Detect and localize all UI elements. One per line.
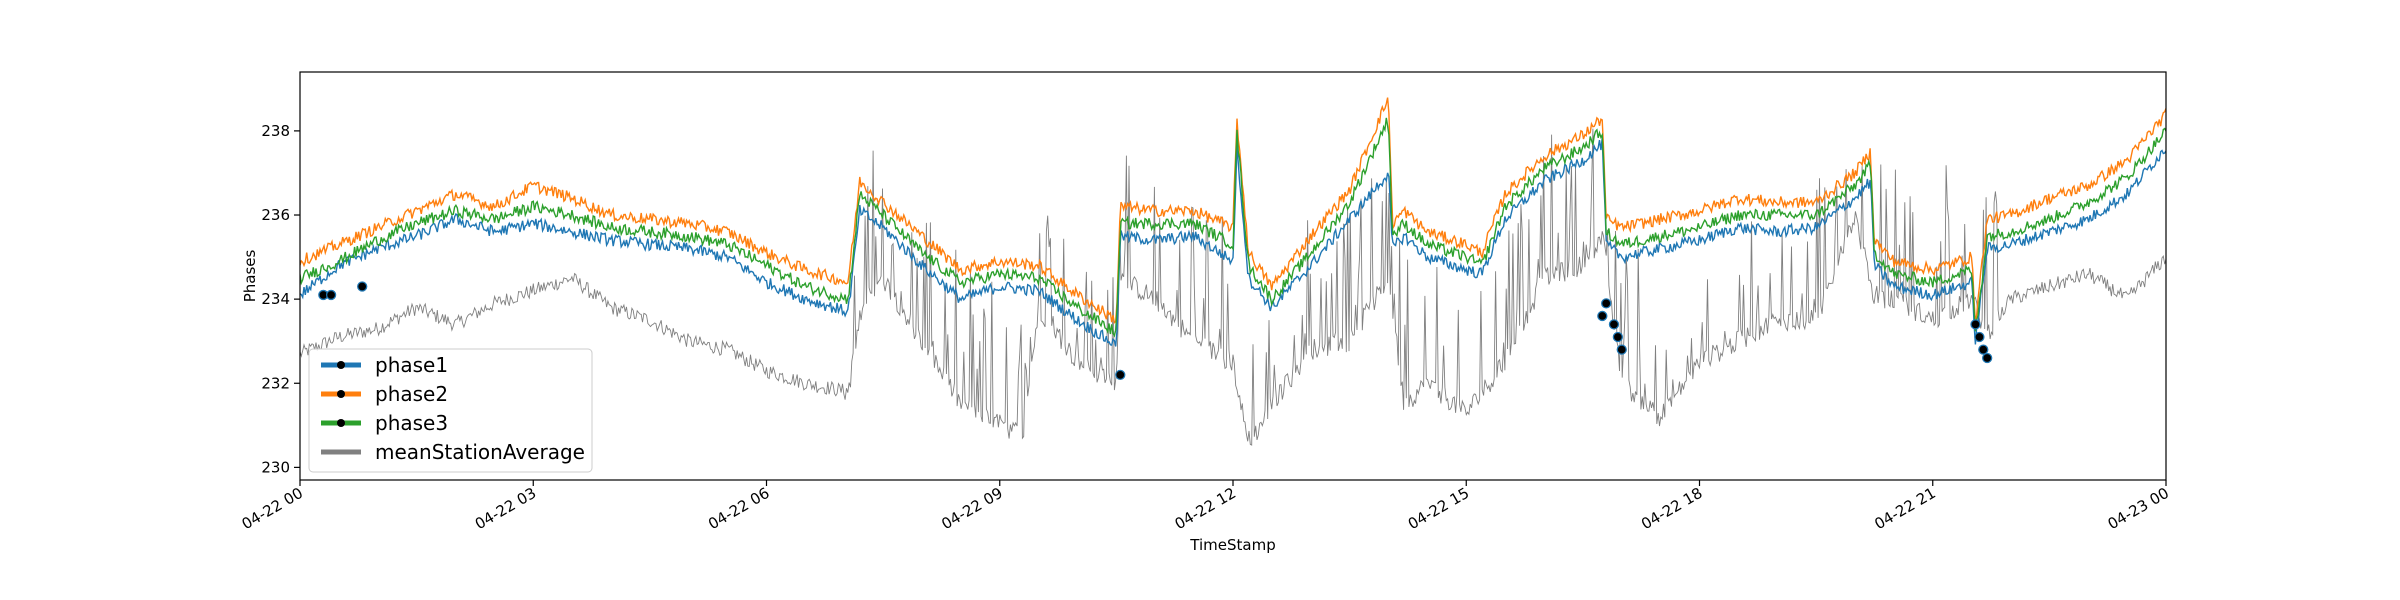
y-tick-label: 236 (261, 206, 290, 224)
y-axis: 230 232 234 236 238 (261, 122, 300, 476)
series-lines (300, 97, 2166, 446)
legend-label-phase1: phase1 (375, 353, 448, 377)
y-axis-label: Phases (241, 250, 259, 303)
highlighted-point (1974, 331, 1985, 343)
highlighted-point (1612, 331, 1624, 343)
legend-label-meanStationAverage: meanStationAverage (375, 440, 585, 464)
y-tick-label: 234 (261, 290, 290, 308)
highlighted-point (1982, 352, 1993, 364)
plot-area (300, 97, 2166, 446)
highlighted-point (1970, 319, 1981, 330)
highlighted-point (1597, 310, 1608, 322)
highlighted-points (318, 281, 1993, 380)
legend-box (308, 348, 593, 473)
highlighted-point (1616, 344, 1627, 355)
highlighted-point (357, 281, 368, 292)
series-line-meanStationAverage (300, 128, 2166, 446)
y-tick-label: 238 (261, 122, 290, 140)
highlighted-point (1601, 298, 1612, 309)
x-axis-label: TimeStamp (1189, 536, 1275, 554)
highlighted-point (1978, 344, 1989, 355)
series-line-phase2 (300, 97, 2166, 325)
highlighted-point (1115, 369, 1126, 380)
legend-marker (337, 361, 345, 369)
series-line-phase1 (300, 137, 2166, 347)
highlighted-point (1608, 319, 1620, 330)
series-line-phase3 (300, 117, 2166, 338)
y-tick-label: 230 (261, 458, 290, 476)
highlighted-point (325, 289, 337, 301)
legend-label-phase3: phase3 (375, 411, 448, 435)
y-tick-label: 232 (261, 374, 290, 392)
legend-marker (337, 419, 345, 427)
legend: phase1 phase2 phase3 meanStationAverage (308, 348, 593, 473)
legend-marker (337, 390, 345, 398)
legend-label-phase2: phase2 (375, 382, 448, 406)
